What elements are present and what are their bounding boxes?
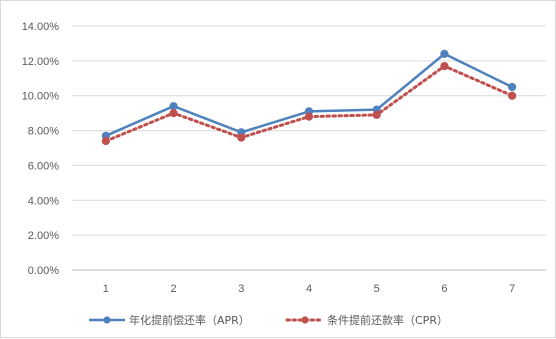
legend-swatch-marker <box>103 316 111 324</box>
series-1-point <box>169 102 178 111</box>
legend-label: 年化提前偿还率（APR） <box>129 313 250 327</box>
series-2-point <box>237 133 246 142</box>
series-line-1 <box>105 52 513 137</box>
series-1-point <box>440 49 449 58</box>
series-2-point <box>304 112 314 121</box>
y-axis-tick-labels: 0.00% 2.00% 4.00% 6.00% 8.00% 10.00% 12.00% 14.… <box>22 21 60 277</box>
legend: 年化提前偿还率（APR） 条件提前还款率（CPR） <box>89 313 448 327</box>
gridlines <box>72 25 546 271</box>
x-tick-label: 1 <box>103 283 109 295</box>
x-tick-label: 5 <box>374 283 380 295</box>
x-tick-label: 7 <box>509 283 515 295</box>
series-2-point <box>508 91 517 100</box>
series-2-point <box>372 110 381 119</box>
x-tick-label: 2 <box>171 283 177 295</box>
y-tick-label: 2.00% <box>28 230 59 242</box>
y-tick-label: 6.00% <box>28 160 59 172</box>
y-tick-label: 8.00% <box>28 126 59 138</box>
x-tick-label: 4 <box>306 283 312 295</box>
y-tick-label: 14.00% <box>22 21 60 33</box>
y-tick-label: 4.00% <box>28 195 59 207</box>
x-axis-tick-labels: 1 2 3 4 5 6 7 <box>103 283 515 295</box>
x-tick-label: 3 <box>238 283 244 295</box>
legend-label: 条件提前还款率（CPR） <box>327 313 448 327</box>
series-2-point <box>440 61 449 71</box>
series-2-point <box>101 136 110 146</box>
series-2-point <box>169 109 178 118</box>
series-1-point <box>508 82 517 92</box>
series-line-2 <box>104 64 514 143</box>
legend-swatch-marker <box>301 316 309 324</box>
y-tick-label: 0.00% <box>28 265 59 277</box>
x-tick-label: 6 <box>441 283 447 295</box>
y-tick-label: 10.00% <box>22 91 60 103</box>
y-tick-label: 12.00% <box>22 56 60 68</box>
series-lines <box>101 49 517 146</box>
